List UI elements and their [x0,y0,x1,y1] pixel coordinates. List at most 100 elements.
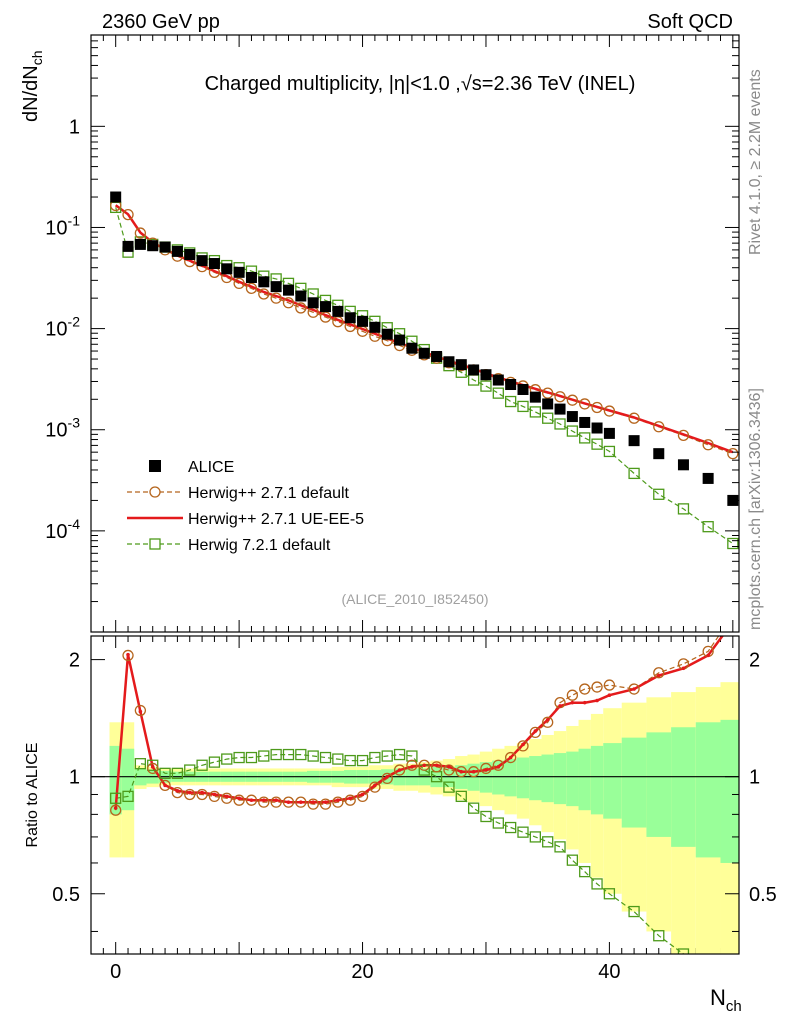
ratio-point-herwig7 [196,759,208,771]
band-inner [541,754,554,803]
tick-exponent: -3 [68,415,81,431]
band-inner [566,751,579,807]
band-inner [646,732,672,837]
ratio-point-herwig7 [603,888,616,900]
ratio-point-herwigpp-ueee5 [422,763,427,768]
legend: ALICE Herwig++ 2.7.1 default Herwig++ 2.7.… [127,459,364,554]
ratio-point-herwig7 [110,792,122,804]
main-y-tick-label: 10-1 [45,212,80,239]
ratio-point-herwig7 [406,750,418,762]
point-alice [677,459,689,471]
ratio-point-herwigpp-default [332,796,344,808]
series-line-herwig7 [115,207,734,544]
point-alice [307,297,319,309]
ratio-point-herwigpp-ueee5 [126,652,130,657]
ratio-point-herwigpp-default [233,794,245,806]
ratio-point-herwigpp-ueee5 [558,704,562,708]
point-alice [147,240,159,252]
point-herwigpp-default [270,292,282,304]
ratio-point-herwig7 [591,878,603,890]
point-alice [418,347,430,359]
ratio-point-herwigpp-default [430,761,443,773]
ratio-point-herwig7 [307,750,319,762]
ratio-point-herwigpp-ueee5 [187,790,192,795]
ratio-point-herwig7 [579,865,591,878]
band-inner [590,745,604,815]
point-alice [184,249,196,261]
tick-base: 10 [45,319,67,341]
ratio-point-herwigpp-ueee5 [286,800,291,804]
ratio-y-tick-label-right: 1 [749,767,760,789]
point-herwig7 [554,418,566,430]
series-line-herwigpp-ueee5 [114,204,734,454]
point-herwigpp-default [727,448,739,460]
point-alice [505,379,517,391]
main-y-tick-label: 10-3 [45,415,80,442]
ratio-line-herwigpp-ueee5 [114,636,724,809]
ratio-point-herwigpp-ueee5 [336,798,340,803]
ratio-point-herwig7 [554,841,566,853]
ratio-point-herwigpp-ueee5 [274,798,278,803]
ratio-point-herwigpp-ueee5 [459,769,464,774]
ratio-point-herwigpp-ueee5 [212,792,217,797]
point-herwig7 [702,521,714,533]
point-alice [603,427,615,439]
ratio-point-herwigpp-default [542,716,554,728]
ratio-point-herwigpp-ueee5 [385,774,390,779]
ratio-point-herwigpp-ueee5 [496,765,501,769]
ratio-point-herwigpp-ueee5 [595,698,599,703]
point-herwigpp-default [233,277,245,290]
point-herwigpp-default [554,391,566,403]
ratio-point-herwig7 [628,905,640,918]
ratio-point-herwigpp-ueee5 [521,742,525,747]
point-herwigpp-default [566,394,579,406]
point-herwigpp-default [542,387,554,399]
ratio-point-herwigpp-default [134,704,147,717]
point-herwig7 [517,400,529,413]
rivet-label: Rivet 4.1.0, ≥ 2.2M events [747,69,764,255]
ratio-point-herwigpp-ueee5 [632,687,636,691]
ratio-point-herwigpp-ueee5 [484,768,488,772]
ratio-point-herwig7 [344,754,356,767]
point-alice [159,241,171,253]
ratio-point-herwigpp-ueee5 [533,729,538,733]
ratio-point-herwigpp-ueee5 [200,790,204,795]
point-herwigpp-default [702,439,714,451]
point-alice [492,374,504,386]
point-alice [702,472,714,484]
point-herwig7 [480,380,492,392]
point-alice [208,258,220,270]
ratio-point-herwigpp-default [517,740,529,752]
legend-label: Herwig++ 2.7.1 default [188,485,350,502]
point-alice [320,301,332,313]
point-alice [431,350,443,362]
ratio-point-herwig7 [455,790,467,803]
ratio-point-herwigpp-ueee5 [397,768,402,772]
point-alice [332,305,344,317]
ratio-point-herwigpp-default [270,796,282,808]
point-alice [566,411,578,423]
band-inner [603,743,622,819]
x-axis-label: Nch [710,985,742,1015]
ratio-point-herwigpp-default [184,788,196,801]
legend-label: ALICE [188,459,234,476]
point-alice [295,290,307,302]
ratio-point-herwigpp-default [505,751,517,764]
ratio-point-herwig7 [517,826,529,838]
ratio-point-herwigpp-ueee5 [360,792,365,797]
ratio-point-herwigpp-default [319,798,332,810]
ratio-point-herwigpp-ueee5 [150,765,155,769]
legend-label: Herwig 7.2.1 default [188,537,331,554]
band-inner [720,719,739,863]
ratio-point-herwig7 [171,767,184,779]
ratio-point-herwig7 [542,836,554,848]
point-herwig7 [492,387,504,399]
ratio-point-herwigpp-default [418,759,430,771]
ratio-point-herwigpp-ueee5 [582,700,587,705]
point-herwigpp-default [245,282,258,295]
point-alice [344,312,356,324]
ratio-point-herwigpp-default [221,792,233,804]
point-herwig7 [677,503,690,515]
x-tick-label: 40 [598,961,620,983]
